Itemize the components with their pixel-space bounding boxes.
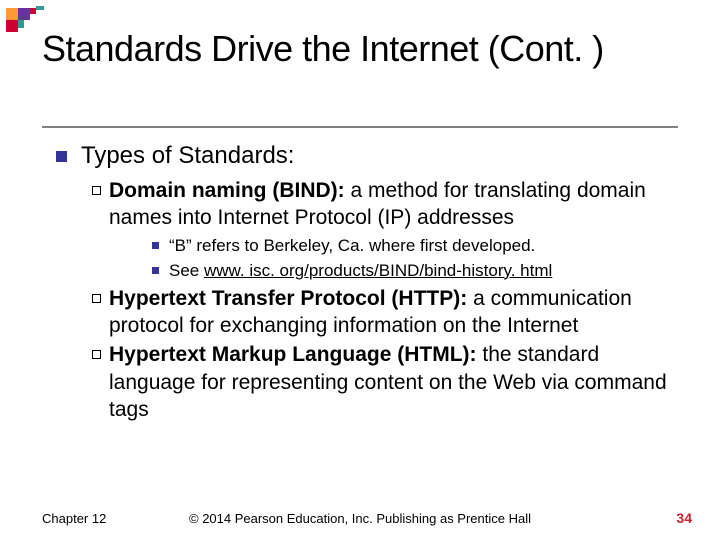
bind-history-link[interactable]: www. isc. org/products/BIND/bind-history… — [204, 261, 552, 280]
list-level2-item: Hypertext Transfer Protocol (HTTP): a co… — [92, 285, 676, 340]
http-label: Hypertext Transfer Protocol (HTTP): — [109, 287, 467, 310]
level2-text: Hypertext Markup Language (HTML): the st… — [109, 341, 676, 423]
small-square-bullet-icon — [152, 242, 159, 249]
page-number: 34 — [676, 510, 692, 526]
copyright-text: © 2014 Pearson Education, Inc. Publishin… — [0, 511, 720, 526]
list-level2-item: Domain naming (BIND): a method for trans… — [92, 177, 676, 232]
hollow-square-bullet-icon — [92, 186, 101, 195]
small-square-bullet-icon — [152, 267, 159, 274]
slide: Standards Drive the Internet (Cont. ) Ty… — [0, 0, 720, 540]
level1-text: Types of Standards: — [81, 142, 294, 171]
list-level1-item: Types of Standards: — [56, 142, 676, 171]
slide-title: Standards Drive the Internet (Cont. ) — [42, 28, 604, 69]
content-area: Types of Standards: Domain naming (BIND)… — [56, 142, 676, 425]
level3-text: See www. isc. org/products/BIND/bind-his… — [169, 260, 552, 281]
title-underline — [42, 126, 678, 128]
see-prefix: See — [169, 261, 204, 280]
hollow-square-bullet-icon — [92, 294, 101, 303]
list-level3-item: See www. isc. org/products/BIND/bind-his… — [152, 260, 676, 281]
bind-label: Domain naming (BIND): — [109, 179, 345, 202]
list-level2-item: Hypertext Markup Language (HTML): the st… — [92, 341, 676, 423]
level2-text: Hypertext Transfer Protocol (HTTP): a co… — [109, 285, 676, 340]
square-bullet-icon — [56, 151, 67, 162]
hollow-square-bullet-icon — [92, 350, 101, 359]
level2-text: Domain naming (BIND): a method for trans… — [109, 177, 676, 232]
html-label: Hypertext Markup Language (HTML): — [109, 343, 477, 366]
level3-text: “B” refers to Berkeley, Ca. where first … — [169, 235, 535, 256]
list-level3-item: “B” refers to Berkeley, Ca. where first … — [152, 235, 676, 256]
